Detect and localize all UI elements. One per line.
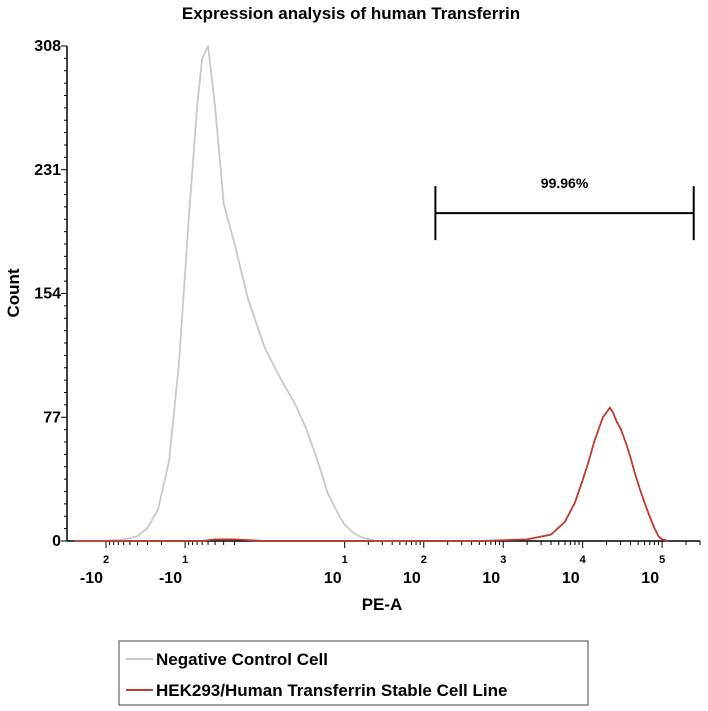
gate-percentage-label: 99.96% [541, 175, 589, 191]
x-tick-label: 10 [641, 570, 659, 587]
series-line-negative-control [74, 45, 407, 542]
x-tick-label: 10 [324, 570, 342, 587]
y-tick-label: 77 [43, 409, 61, 426]
legend: Negative Control Cell HEK293/Human Trans… [118, 640, 589, 706]
x-tick-exponent: 1 [182, 554, 188, 566]
x-tick-exponent: 2 [103, 554, 109, 566]
y-tick-label: 154 [34, 286, 61, 303]
y-tick-label: 0 [52, 533, 61, 550]
x-axis-title: PE-A [362, 595, 403, 614]
x-tick-label: -10 [80, 570, 103, 587]
chart-title: Expression analysis of human Transferrin [182, 4, 520, 23]
x-tick-exponent: 5 [659, 554, 665, 566]
x-tick-exponent: 2 [421, 554, 427, 566]
x-tick-exponent: 3 [500, 554, 506, 566]
y-axis-title: Count [4, 268, 23, 317]
x-tick-label: 10 [403, 570, 421, 587]
series-layer [74, 45, 669, 542]
x-tick-label: 10 [562, 570, 580, 587]
series-line-stable-cell-line [74, 406, 669, 542]
x-tick-exponent: 1 [342, 554, 348, 566]
legend-label-negative-control: Negative Control Cell [156, 650, 328, 669]
x-tick-label: 10 [482, 570, 500, 587]
x-tick-label: -10 [159, 570, 182, 587]
x-tick-exponent: 4 [580, 554, 587, 566]
y-tick-label: 231 [34, 162, 61, 179]
y-ticks: 0 77 154 231 308 [34, 38, 67, 550]
legend-box [118, 640, 589, 706]
y-tick-label: 308 [34, 38, 61, 55]
gate: 99.96% [434, 175, 695, 241]
legend-label-stable-cell-line: HEK293/Human Transferrin Stable Cell Lin… [156, 681, 507, 700]
